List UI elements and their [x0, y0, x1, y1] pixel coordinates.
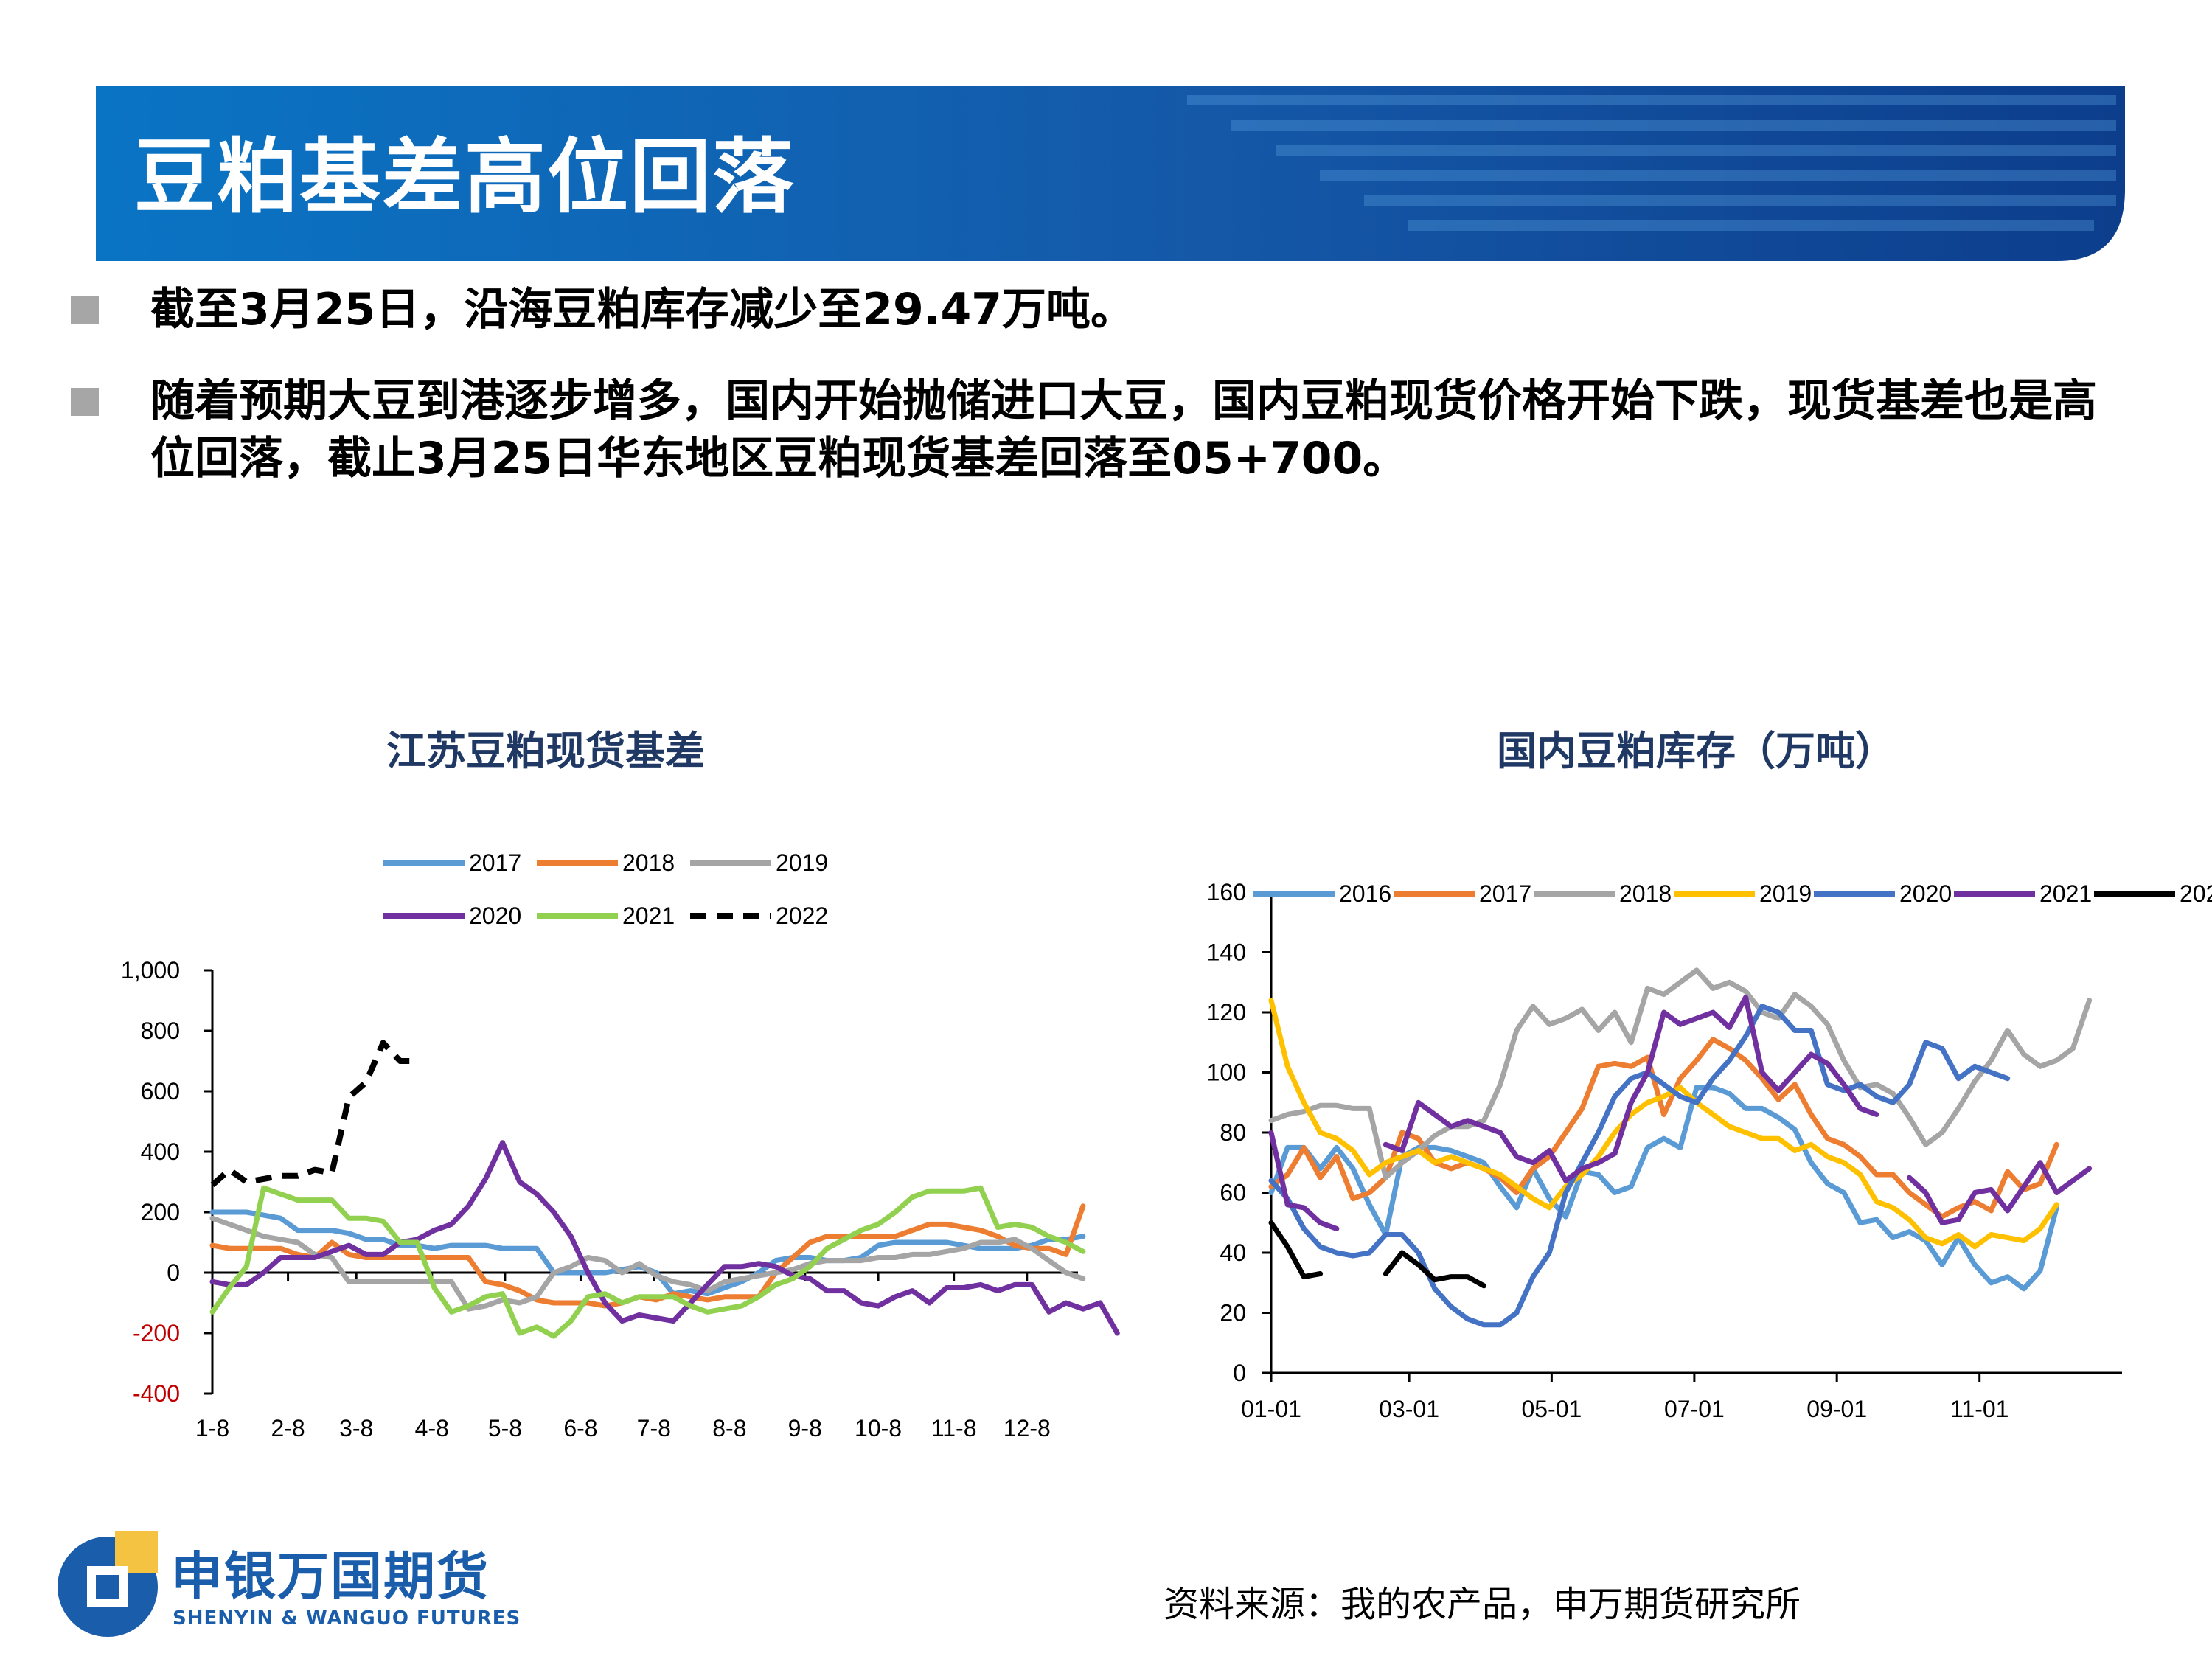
- chart1-y-tick-label: -400: [133, 1380, 180, 1407]
- chart2-series-2017: [1268, 1037, 2059, 1220]
- page-title: 豆粕基差高位回落: [134, 130, 795, 224]
- chart1-series-2022: [210, 1040, 417, 1188]
- chart1-x-tick-label: 7-8: [637, 1415, 671, 1441]
- chart2-legend-label: 2019: [1759, 880, 1812, 907]
- chart1-y-tick-label: 600: [141, 1078, 180, 1105]
- chart2-x-tick-label: 03-01: [1379, 1396, 1439, 1422]
- chart2-x-tick-label: 09-01: [1806, 1396, 1867, 1422]
- chart1-legend-label: 2017: [469, 849, 521, 876]
- chart1-y-tick-label: 200: [141, 1199, 180, 1225]
- chart2-y-tick-label: 100: [1207, 1060, 1246, 1086]
- chart2-series-2021: [1268, 995, 2093, 1231]
- chart1-x-tick-label: 5-8: [488, 1415, 522, 1441]
- chart2-series-2020: [1268, 1004, 2011, 1328]
- chart1-y-tick-label: 1,000: [121, 957, 180, 984]
- chart2-legend-label: 2021: [2039, 880, 2092, 907]
- chart2-y-tick-label: 40: [1220, 1239, 1246, 1266]
- chart1-x-tick-label: 9-8: [788, 1415, 822, 1441]
- chart2-series-2016: [1268, 1085, 2059, 1292]
- source-note: 资料来源：我的农产品，申万期货研究所: [1164, 1584, 1801, 1625]
- bullet-marker: [71, 388, 99, 416]
- chart1-x-tick-label: 11-8: [931, 1415, 977, 1441]
- chart2-legend-label: 2018: [1619, 880, 1672, 907]
- chart1-x-tick-label: 8-8: [712, 1415, 746, 1441]
- chart1-x-tick-label: 3-8: [339, 1415, 373, 1441]
- chart1-legend-label: 2018: [622, 849, 675, 876]
- chart2-y-tick-label: 0: [1233, 1360, 1246, 1386]
- chart2-y-tick-label: 20: [1220, 1300, 1246, 1326]
- bullet-text-2: 随着预期大豆到港逐步增多，国内开始抛储进口大豆，国内豆粕现货价格开始下跌，现货基…: [150, 375, 2097, 484]
- chart2-legend-label: 2020: [1899, 880, 1952, 907]
- chart1-x-tick-label: 12-8: [1004, 1415, 1051, 1441]
- logo-text-cn: 申银万国期货: [171, 1546, 490, 1607]
- chart1-x-tick-label: 2-8: [271, 1415, 305, 1441]
- chart2-series-2018: [1268, 967, 2093, 1180]
- chart2-legend-label: 2022: [2180, 880, 2212, 907]
- chart1-y-tick-label: 0: [167, 1259, 180, 1286]
- bullet-marker: [71, 296, 99, 324]
- chart1-series-2021: [209, 1185, 1086, 1339]
- chart2-series-2019: [1268, 998, 2059, 1250]
- chart1-y-tick-label: -200: [133, 1320, 180, 1346]
- chart1-legend-label: 2022: [776, 902, 828, 929]
- chart2-x-tick-label: 01-01: [1241, 1396, 1301, 1422]
- company-logo: [58, 1531, 158, 1637]
- bullet-text-1: 截至3月25日，沿海豆粕库存减少至29.47万吨。: [150, 284, 1135, 335]
- chart1-x-tick-label: 10-8: [855, 1415, 902, 1441]
- chart1-x-tick-label: 6-8: [563, 1415, 597, 1441]
- chart1-x-tick-label: 1-8: [195, 1415, 229, 1441]
- chart1-legend-label: 2020: [469, 902, 521, 929]
- chart1-y-tick-label: 800: [141, 1018, 180, 1044]
- chart1-series-2019: [209, 1215, 1086, 1312]
- chart2-y-tick-label: 60: [1220, 1180, 1246, 1206]
- title-banner: [96, 86, 2125, 261]
- chart1-series-2018: [209, 1203, 1086, 1309]
- chart2-x-tick-label: 11-01: [1950, 1396, 2008, 1422]
- chart2-y-tick-label: 160: [1207, 879, 1246, 905]
- chart1-title: 江苏豆粕现货基差: [386, 728, 705, 774]
- chart1-series-2020: [209, 1140, 1120, 1336]
- chart2-x-tick-label: 07-01: [1664, 1396, 1725, 1422]
- chart1-x-tick-label: 4-8: [415, 1415, 449, 1441]
- chart1-y-tick-label: 400: [141, 1138, 180, 1165]
- chart2-series-2022: [1268, 1220, 1486, 1289]
- chart2-x-tick-label: 05-01: [1521, 1396, 1582, 1422]
- chart2-y-tick-label: 140: [1207, 939, 1246, 966]
- chart1-legend-label: 2019: [776, 849, 828, 876]
- chart2-y-tick-label: 120: [1207, 999, 1246, 1026]
- chart1-legend-label: 2021: [622, 902, 675, 929]
- chart2-legend-label: 2017: [1479, 880, 1531, 907]
- chart2-y-tick-label: 80: [1220, 1119, 1246, 1146]
- chart2-legend-label: 2016: [1339, 880, 1391, 907]
- logo-text-en: SHENYIN & WANGUO FUTURES: [173, 1607, 521, 1630]
- chart2-title: 国内豆粕库存（万吨）: [1497, 728, 1895, 774]
